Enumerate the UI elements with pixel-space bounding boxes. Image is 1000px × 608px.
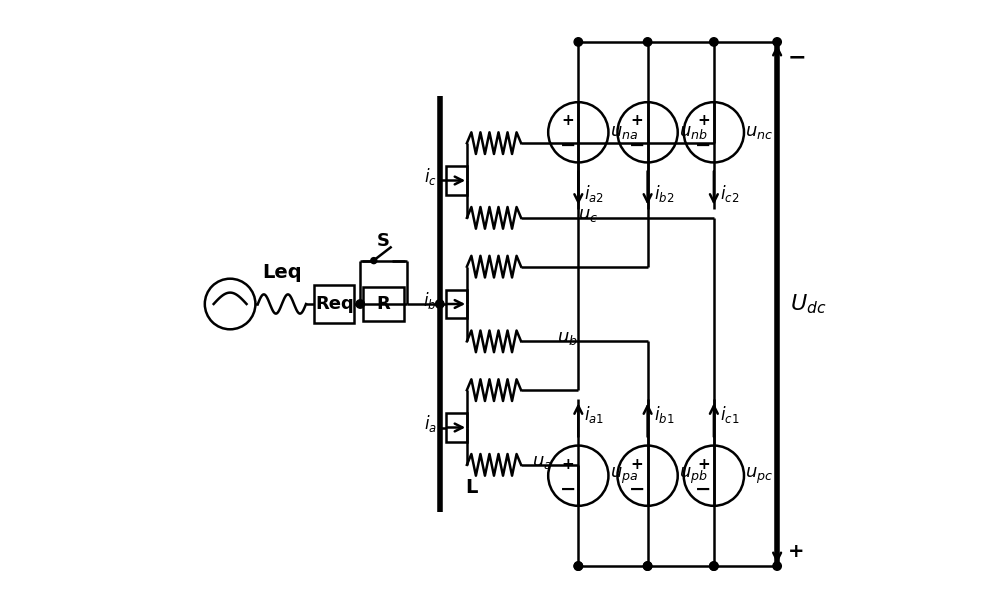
Text: −: − <box>788 47 807 67</box>
Text: R: R <box>377 295 390 313</box>
Circle shape <box>371 258 377 264</box>
Text: $u_{pc}$: $u_{pc}$ <box>745 466 774 486</box>
Text: $i_{a1}$: $i_{a1}$ <box>584 404 604 425</box>
Circle shape <box>773 38 781 46</box>
Text: +: + <box>697 113 710 128</box>
Text: L: L <box>465 478 478 497</box>
Text: +: + <box>561 457 574 472</box>
Text: −: − <box>629 136 645 156</box>
Text: $i_{c1}$: $i_{c1}$ <box>720 404 739 425</box>
Bar <box>363 286 404 322</box>
Circle shape <box>356 300 364 308</box>
Circle shape <box>643 38 652 46</box>
Text: −: − <box>560 136 576 156</box>
Circle shape <box>710 562 718 570</box>
Bar <box>314 285 354 323</box>
Bar <box>446 289 467 319</box>
Text: $U_{dc}$: $U_{dc}$ <box>790 292 827 316</box>
Circle shape <box>574 38 583 46</box>
Text: Req: Req <box>315 295 354 313</box>
Text: −: − <box>629 480 645 499</box>
Text: $i_c$: $i_c$ <box>424 167 437 187</box>
Text: $u_{pb}$: $u_{pb}$ <box>679 466 708 486</box>
Text: $u_{na}$: $u_{na}$ <box>610 123 638 141</box>
Text: $u_c$: $u_c$ <box>578 206 598 224</box>
Text: −: − <box>560 480 576 499</box>
Bar <box>446 413 467 442</box>
Text: +: + <box>631 457 643 472</box>
Text: $i_{a2}$: $i_{a2}$ <box>584 183 604 204</box>
Circle shape <box>643 562 652 570</box>
Circle shape <box>574 562 583 570</box>
Text: $u_{nb}$: $u_{nb}$ <box>679 123 708 141</box>
Text: $u_{pa}$: $u_{pa}$ <box>610 466 638 486</box>
Text: $i_{b2}$: $i_{b2}$ <box>654 183 674 204</box>
Circle shape <box>710 562 718 570</box>
Text: +: + <box>788 542 804 561</box>
Text: −: − <box>695 480 712 499</box>
Circle shape <box>643 562 652 570</box>
Circle shape <box>710 38 718 46</box>
Text: S: S <box>377 232 390 250</box>
Text: Leq: Leq <box>262 263 302 282</box>
Text: $i_{b1}$: $i_{b1}$ <box>654 404 674 425</box>
Circle shape <box>773 562 781 570</box>
Text: +: + <box>697 457 710 472</box>
Text: +: + <box>631 113 643 128</box>
Text: $u_b$: $u_b$ <box>557 330 578 347</box>
Text: $i_a$: $i_a$ <box>424 413 437 434</box>
Text: +: + <box>561 113 574 128</box>
Circle shape <box>436 300 444 308</box>
Text: $i_{c2}$: $i_{c2}$ <box>720 183 739 204</box>
Text: $u_{nc}$: $u_{nc}$ <box>745 123 774 141</box>
Text: −: − <box>695 136 712 156</box>
Text: $i_b$: $i_b$ <box>423 290 437 311</box>
Bar <box>446 166 467 195</box>
Circle shape <box>574 562 583 570</box>
Text: $u_a$: $u_a$ <box>532 453 552 471</box>
